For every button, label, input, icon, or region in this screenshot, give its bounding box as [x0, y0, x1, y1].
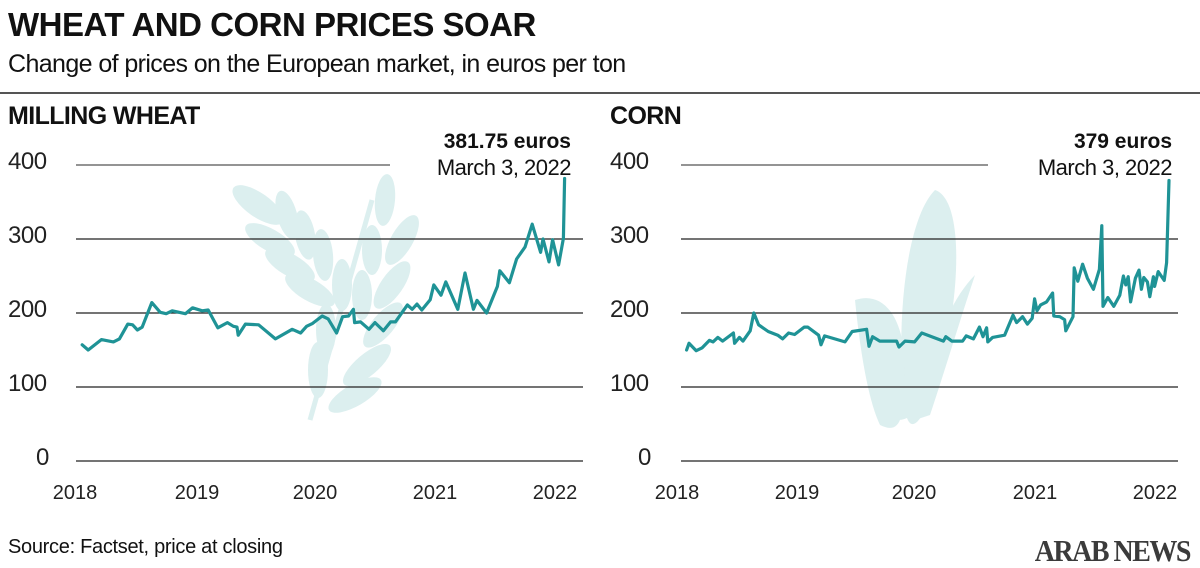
wheat-annotation-date: March 3, 2022 — [436, 155, 572, 180]
corn-plot — [681, 164, 1178, 462]
corn-ytick: 100 — [610, 370, 649, 397]
wheat-xtick: 2022 — [532, 482, 578, 504]
corn-annotation-value: 379 euros — [1073, 130, 1172, 153]
wheat-plot — [76, 164, 583, 462]
corn-chart-title: CORN — [610, 102, 682, 130]
corn-ytick: 400 — [610, 148, 649, 175]
header-divider — [0, 92, 1200, 94]
wheat-ytick: 400 — [8, 148, 47, 175]
wheat-ytick: 0 — [36, 444, 49, 471]
corn-xtick: 2021 — [1012, 482, 1058, 504]
corn-xtick: 2022 — [1132, 482, 1178, 504]
wheat-annotation-value: 381.75 euros — [443, 130, 571, 153]
corn-ytick: 300 — [610, 222, 649, 249]
page-subtitle: Change of prices on the European market,… — [8, 50, 626, 78]
wheat-price-line — [80, 176, 567, 352]
wheat-ytick: 300 — [8, 222, 47, 249]
page-title: WHEAT AND CORN PRICES SOAR — [8, 6, 536, 43]
corn-icon — [855, 190, 975, 428]
corn-price-line — [684, 178, 1171, 353]
wheat-xtick: 2020 — [292, 482, 338, 504]
corn-xtick: 2018 — [654, 482, 700, 504]
source-note: Source: Factset, price at closing — [8, 536, 283, 558]
wheat-chart-title: MILLING WHEAT — [8, 102, 200, 130]
corn-ytick: 200 — [610, 296, 649, 323]
wheat-icon — [232, 174, 419, 421]
wheat-xtick: 2021 — [412, 482, 458, 504]
wheat-xtick: 2019 — [174, 482, 220, 504]
arab-news-logo: ARAB NEWS — [1034, 534, 1192, 568]
corn-xtick: 2020 — [891, 482, 937, 504]
corn-xtick: 2019 — [774, 482, 820, 504]
wheat-ytick: 100 — [8, 370, 47, 397]
corn-ytick: 0 — [638, 444, 651, 471]
wheat-ytick: 200 — [8, 296, 47, 323]
wheat-xtick: 2018 — [52, 482, 98, 504]
corn-annotation-date: March 3, 2022 — [1037, 155, 1173, 180]
